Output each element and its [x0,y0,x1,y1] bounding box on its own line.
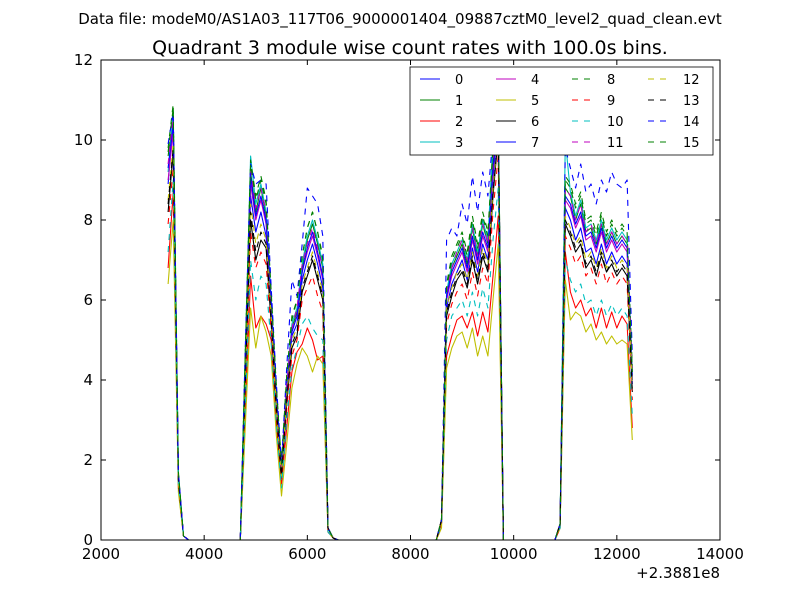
legend-box [409,66,714,156]
legend-label-4: 4 [531,73,539,88]
legend-label-9: 9 [607,94,615,109]
y-tick-label: 6 [83,291,93,309]
legend-label-5: 5 [531,94,539,109]
series-line-9 [167,155,633,541]
legend-label-3: 3 [455,136,463,151]
y-tick-label: 2 [83,451,93,469]
x-tick-label: 10000 [490,545,538,563]
legend-label-8: 8 [607,73,615,88]
y-tick-label: 4 [83,371,93,389]
x-tick-label: 6000 [288,545,326,563]
series-line-11 [167,115,633,541]
legend-label-15: 15 [683,136,700,151]
x-tick-label: 2000 [82,545,120,563]
legend-label-0: 0 [455,73,463,88]
series-line-5 [167,219,633,541]
series-line-0 [167,119,633,541]
legend-label-10: 10 [607,115,624,130]
y-tick-label: 0 [83,531,93,549]
chart-title: Quadrant 3 module wise count rates with … [152,37,668,59]
x-axis: 2000 4000 6000 8000 10000 12000 14000 [82,60,744,563]
series-line-8 [167,103,633,541]
y-tick-label: 12 [74,51,93,69]
series-line-6 [167,135,633,541]
series-line-15 [167,107,633,541]
series-line-12 [167,131,633,541]
legend-label-14: 14 [683,115,700,130]
suptitle: Data file: modeM0/AS1A03_117T06_90000014… [78,10,722,29]
x-tick-label: 4000 [185,545,223,563]
legend-label-1: 1 [455,94,463,109]
x-offset-label: +2.3881e8 [636,564,720,582]
x-tick-label: 12000 [593,545,641,563]
series-line-3 [167,111,633,541]
legend-label-12: 12 [683,73,700,88]
y-tick-label: 10 [74,131,93,149]
x-tick-label: 8000 [391,545,429,563]
series-group [167,103,633,541]
legend-label-7: 7 [531,136,539,151]
series-line-2 [167,191,633,541]
legend-label-13: 13 [683,94,700,109]
legend-label-11: 11 [607,136,624,151]
x-tick-label: 14000 [696,545,744,563]
series-line-7 [167,119,633,541]
legend-label-2: 2 [455,115,463,130]
series-line-4 [167,115,633,541]
series-line-10 [167,179,633,541]
y-tick-label: 8 [83,211,93,229]
legend-label-6: 6 [531,115,539,130]
